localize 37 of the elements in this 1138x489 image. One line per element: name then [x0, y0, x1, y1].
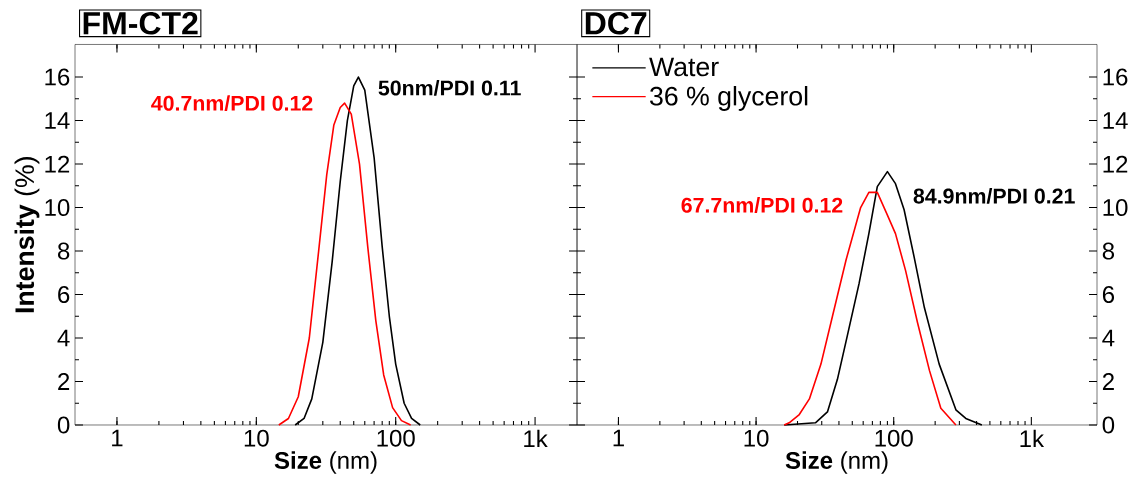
annotation: 84.9nm/PDI 0.21	[913, 187, 1075, 204]
x-tick-label: 100	[875, 429, 913, 447]
y-tick-label: 6	[1102, 286, 1115, 304]
x-tick-label: 1k	[1020, 429, 1045, 448]
y-tick-label: 2	[1102, 373, 1114, 390]
chart-title: DC7	[585, 11, 647, 35]
y-tick-label: 14	[1103, 112, 1128, 129]
y-tick-label: 14	[45, 112, 70, 129]
x-tick-label: 10	[244, 429, 269, 447]
y-tick-label: 6	[58, 286, 70, 304]
y-tick-label: 0	[1102, 416, 1115, 434]
y-tick-label: 16	[45, 68, 70, 86]
y-tick-label: 10	[1103, 199, 1128, 217]
y-tick-label: 16	[1103, 68, 1128, 86]
annotation: 67.7nm/PDI 0.12	[681, 197, 843, 213]
annotation: 40.7nm/PDI 0.12	[151, 95, 313, 111]
x-axis-title: Size (nm)	[274, 451, 377, 474]
x-tick-label: 10	[744, 429, 769, 447]
legend-label: 36 % glycerol	[650, 86, 808, 111]
y-axis-title: Intensity (%)	[14, 157, 40, 313]
x-tick-label: 100	[377, 429, 415, 447]
y-tick-label: 0	[57, 416, 70, 434]
y-tick-label: 12	[1103, 155, 1128, 173]
x-tick-label: 1	[613, 429, 624, 447]
y-tick-label: 8	[57, 242, 70, 260]
y-tick-label: 8	[1102, 242, 1115, 260]
y-tick-label: 12	[45, 155, 70, 173]
legend-label: Water	[649, 57, 719, 77]
y-tick-label: 4	[57, 329, 70, 347]
x-tick-label: 1	[112, 429, 123, 447]
x-tick-label: 1k	[524, 429, 548, 448]
annotation: 50nm/PDI 0.11	[378, 79, 521, 96]
x-axis-title: Size (nm)	[785, 451, 888, 474]
y-tick-label: 4	[1102, 329, 1115, 347]
chart-title: FM-CT2	[83, 11, 198, 35]
y-tick-label: 2	[58, 373, 70, 390]
y-tick-label: 10	[45, 199, 70, 217]
